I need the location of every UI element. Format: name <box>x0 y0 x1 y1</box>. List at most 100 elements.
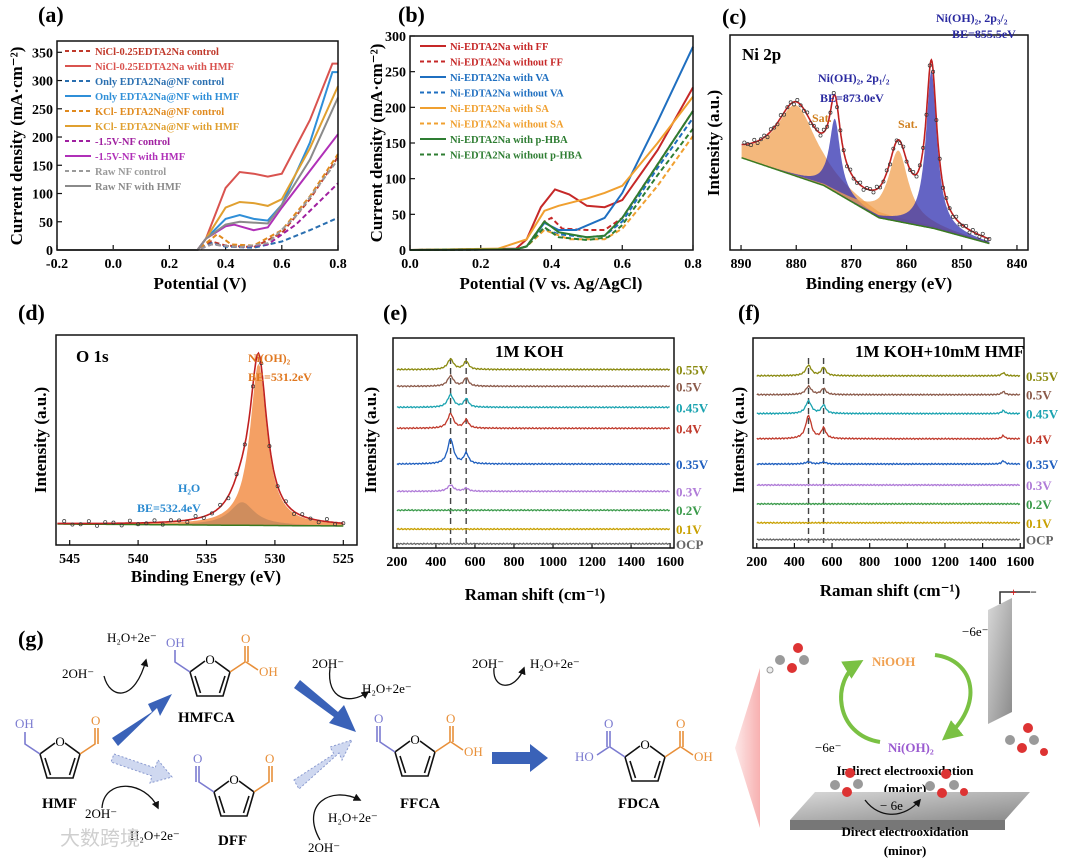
spectrum-label: 0.35V <box>1026 457 1059 472</box>
data-point <box>868 187 873 191</box>
data-point <box>78 522 83 527</box>
molecule-hmfca: O OH O OH <box>166 631 278 697</box>
spectrum-1 <box>756 384 1021 397</box>
electron-label-1: −6e⁻ <box>962 624 988 639</box>
y-tick-label: 300 <box>32 75 53 90</box>
chart-c-ylabel: Intensity (a.u.) <box>704 90 723 196</box>
x-tick-label: 1400 <box>969 555 997 570</box>
x-tick-label: 1000 <box>893 555 921 570</box>
x-tick-label: 860 <box>896 257 917 272</box>
y-tick-label: 150 <box>385 137 406 152</box>
x-tick-label: 1600 <box>1006 555 1034 570</box>
x-tick-label: 0.2 <box>472 257 490 272</box>
data-point <box>119 523 124 528</box>
electron-label-2: −6e⁻ <box>815 740 841 755</box>
x-tick-label: 0.2 <box>161 257 179 272</box>
chart-f-ylabel: Intensity (a.u.) <box>729 387 748 493</box>
data-point <box>324 517 329 522</box>
legend-entry: Ni-EDTA2Na with p-HBA <box>450 135 568 146</box>
series-line-2 <box>57 216 339 251</box>
panel-label-b: (b) <box>398 2 425 27</box>
x-tick-label: 880 <box>786 257 807 272</box>
series-line-4 <box>409 95 694 251</box>
data-point <box>984 237 989 242</box>
data-point <box>185 520 190 525</box>
chart-a: -0.2 0.0 0.2 0.4 0.6 0.8 0 50 100 150 200 250 300 350… <box>32 40 347 272</box>
atom-o: O <box>446 711 455 726</box>
spectrum-6 <box>396 508 671 512</box>
chart-c: 890 880 870 860 850 840 <box>729 34 1029 272</box>
spectrum-label: 0.55V <box>1026 369 1059 384</box>
reagent-label-5: 2OH⁻ <box>308 840 340 855</box>
data-point <box>818 133 823 138</box>
niooh-label: NiOOH <box>872 654 915 669</box>
data-point <box>242 442 247 447</box>
data-point <box>927 63 932 68</box>
atom-oh: OH <box>166 635 185 650</box>
chart-e-title: 1M KOH <box>495 342 563 361</box>
x-tick-label: 1200 <box>578 555 606 570</box>
data-point <box>70 522 75 527</box>
legend-entry: Only EDTA2Na@NF with HMF <box>95 92 239 103</box>
data-point <box>884 168 889 173</box>
legend-entry: NiCl-0.25EDTA2Na with HMF <box>95 62 234 73</box>
x-tick-label: 1200 <box>931 555 959 570</box>
legend-entry: Ni-EDTA2Na without SA <box>450 120 564 131</box>
mechanism-indirect: NiOOH Ni(OH)₂ −6e⁻ −6e⁻ + − Indirect ele… <box>766 585 1048 796</box>
chart-f: 200 400 600 800 1000 1200 1400 1600 0.55V 0.5V 0.4… <box>746 337 1059 570</box>
molecule-dff: O O O <box>193 751 274 817</box>
x-tick-label: 600 <box>464 555 485 570</box>
data-point <box>808 121 813 126</box>
spectrum-label: 0.3V <box>1026 478 1052 493</box>
molecule-3d-1 <box>766 643 809 674</box>
x-tick-label: 540 <box>128 552 149 567</box>
series-line-7 <box>409 128 694 251</box>
legend-entry: Ni-EDTA2Na without p-HBA <box>450 151 583 162</box>
x-tick-label: 0.4 <box>217 257 235 272</box>
x-tick-label: 800 <box>859 555 880 570</box>
x-tick-label: 535 <box>196 552 217 567</box>
y-tick-label: 50 <box>39 216 53 231</box>
x-tick-label: 545 <box>59 552 80 567</box>
data-point <box>931 69 936 74</box>
legend-entry: Ni-EDTA2Na without VA <box>450 89 564 100</box>
data-point <box>308 516 313 521</box>
x-tick-label: 0.8 <box>684 257 702 272</box>
atom-oh: OH <box>464 744 483 759</box>
data-point <box>980 231 985 236</box>
plot-frame <box>409 35 694 251</box>
chart-a-xlabel: Potential (V) <box>153 274 246 293</box>
electrode-indirect <box>988 598 1012 724</box>
data-point <box>758 137 763 142</box>
data-point <box>967 230 972 235</box>
molecule-3d-3 <box>830 768 863 797</box>
plus-sign: + <box>1010 585 1017 599</box>
series-line-9 <box>57 97 339 251</box>
spectrum-3 <box>756 414 1021 441</box>
spectrum-label: OCP <box>1026 533 1054 548</box>
electrode-direct <box>790 792 1030 820</box>
plot-frame <box>752 337 1025 549</box>
atom-oh: OH <box>15 716 34 731</box>
spectrum-5 <box>396 484 670 493</box>
chart-d-ylabel: Intensity (a.u.) <box>31 387 50 493</box>
data-point <box>871 190 876 195</box>
y-tick-label: 300 <box>385 30 406 45</box>
d-peak-be-nioh2: BE=531.2eV <box>248 370 312 384</box>
spectrum-label: 0.45V <box>676 400 709 415</box>
molecule-fdca: O O HO O OH <box>575 716 713 782</box>
curved-arrow-5 <box>313 793 362 841</box>
data-point <box>957 222 962 227</box>
data-point <box>144 521 149 526</box>
data-point <box>874 184 879 189</box>
data-point <box>193 514 198 519</box>
data-point <box>86 519 91 524</box>
spectrum-label: 0.1V <box>676 522 702 537</box>
data-point <box>835 105 840 110</box>
c-peak-label-2p32: Ni(OH)₂, 2p₃/₂ <box>936 11 1008 25</box>
x-tick-label: 400 <box>425 555 446 570</box>
product-label-2: H₂O+2e⁻ <box>362 681 412 696</box>
x-tick-label: 400 <box>784 555 805 570</box>
